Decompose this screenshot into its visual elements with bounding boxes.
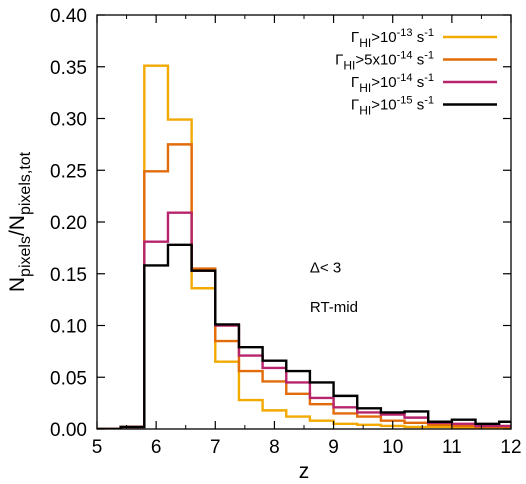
y-tick-label: 0.00 [50, 420, 87, 441]
series-line-1 [97, 64, 511, 429]
x-tick-label: 10 [382, 437, 403, 458]
y-tick-label: 0.25 [50, 161, 87, 182]
x-tick-label: 9 [328, 437, 339, 458]
y-tick-label: 0.05 [50, 368, 87, 389]
y-tick-label: 0.40 [50, 6, 87, 27]
x-tick-label: 12 [500, 437, 521, 458]
y-tick-label: 0.35 [50, 58, 87, 79]
axes: 5 6 7 8 9 10 11 12 0.00 0.05 0.10 0.15 0.20 0.25 0.30 0… [50, 6, 522, 458]
y-label-base: N [6, 277, 29, 292]
x-tick-label: 11 [442, 437, 462, 458]
annotation-rt: RT-mid [310, 299, 358, 316]
y-label-sub2: pixels,tot [17, 151, 34, 215]
legend-label: ΓHI>5x10-14 s-1 [335, 50, 434, 73]
x-tick-label: 6 [151, 437, 162, 458]
y-tick-label: 0.15 [50, 265, 87, 286]
legend-label: ΓHI>10-13 s-1 [351, 27, 434, 50]
series-line-3 [97, 211, 511, 429]
annotations: Δ< 3 RT-mid [310, 260, 358, 316]
x-tick-label: 7 [210, 437, 221, 458]
y-axis-label: Npixels/Npixels,tot [6, 151, 34, 292]
legend-label: ΓHI>10-14 s-1 [351, 72, 434, 95]
plot-frame [96, 14, 512, 430]
plot-area [97, 64, 511, 429]
y-tick-label: 0.20 [50, 213, 87, 234]
y-tick-label: 0.10 [50, 317, 87, 338]
y-tick-label: 0.30 [50, 110, 87, 131]
x-axis-label: z [299, 460, 310, 483]
y-label-mid: /N [6, 215, 29, 236]
y-label-sub1: pixels [17, 236, 34, 277]
legend-label: ΓHI>10-15 s-1 [351, 95, 434, 118]
x-tick-label: 5 [92, 437, 103, 458]
x-tick-label: 8 [269, 437, 280, 458]
annotation-delta: Δ< 3 [310, 260, 341, 277]
